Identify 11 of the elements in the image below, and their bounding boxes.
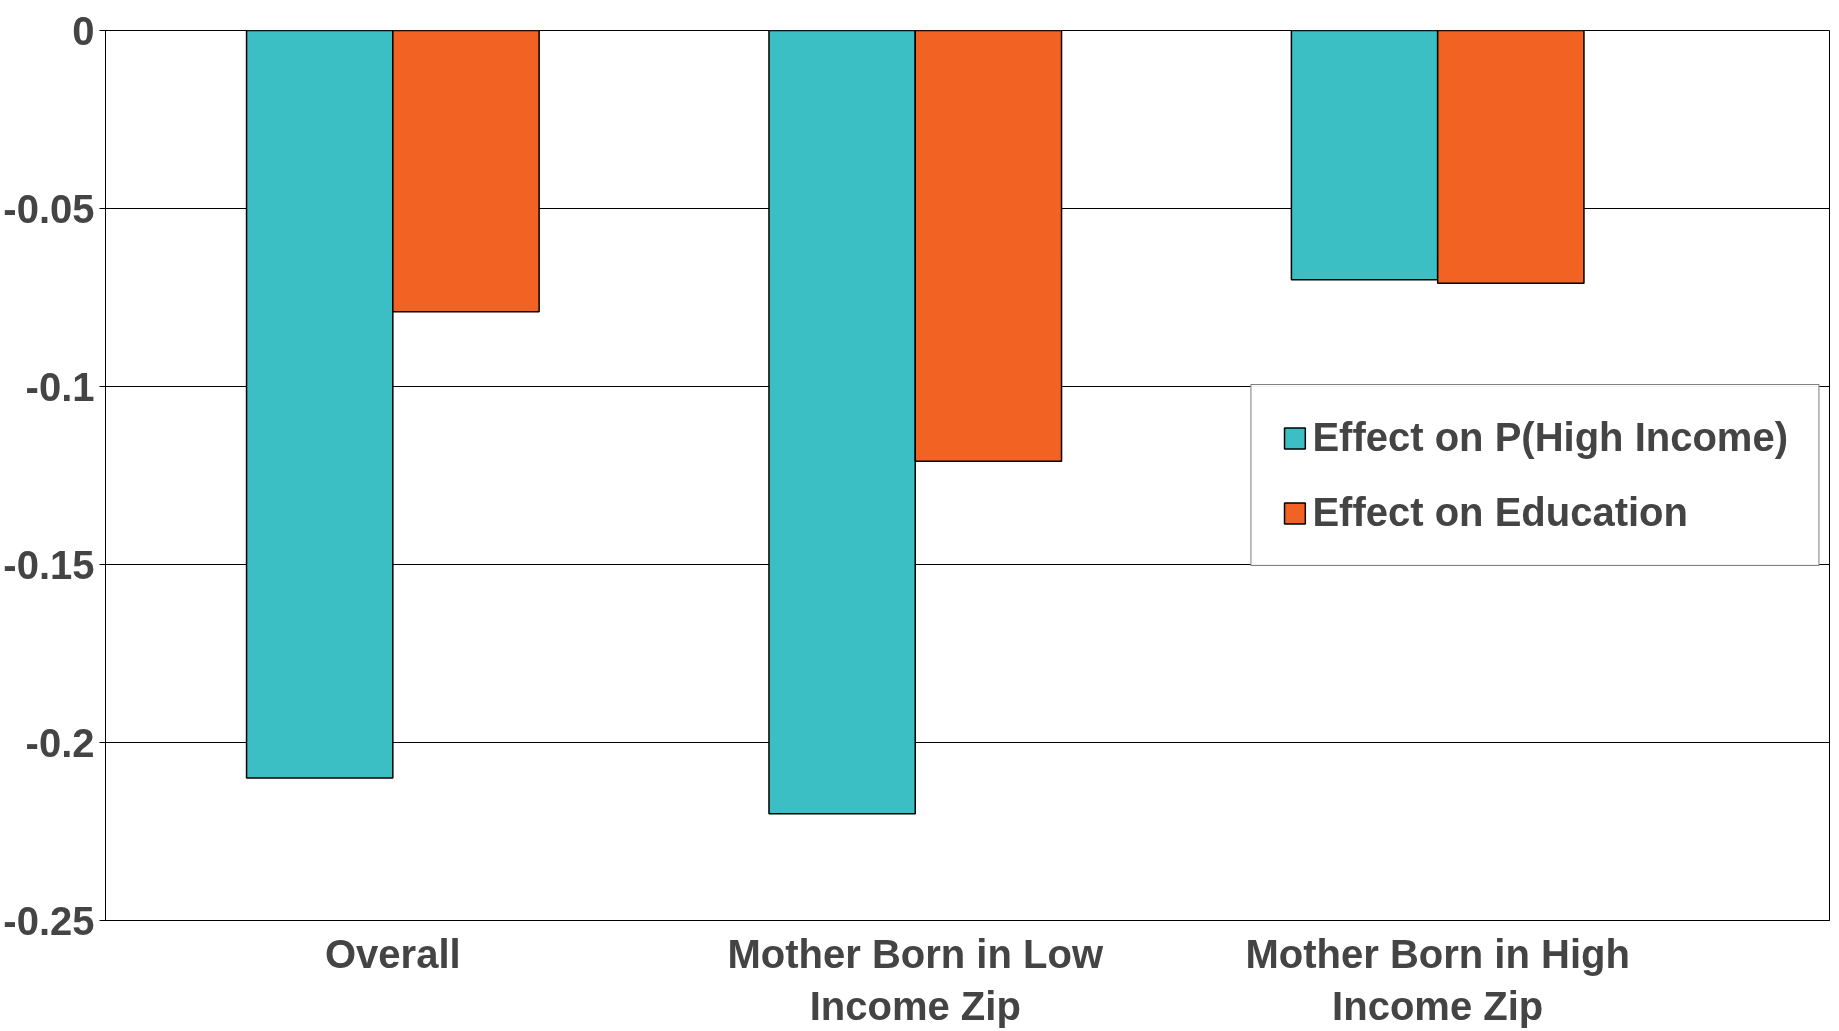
x-tick-label: Overall [325,931,461,976]
x-tick-label: Mother Born in High Income Zip [1245,931,1630,1029]
x-tick-label: Mother Born in Low Income Zip [727,931,1104,1029]
y-tick-label: -0.05 [3,186,95,231]
y-tick-label: 0 [72,8,95,53]
legend-label: Effect on P(High Income) [1312,415,1788,460]
y-tick-label: -0.25 [3,898,95,943]
y-tick-label: -0.1 [25,364,95,409]
legend-label: Effect on Education [1312,490,1688,535]
y-tick-label: -0.2 [25,720,95,765]
y-tick-label: -0.15 [3,542,95,587]
